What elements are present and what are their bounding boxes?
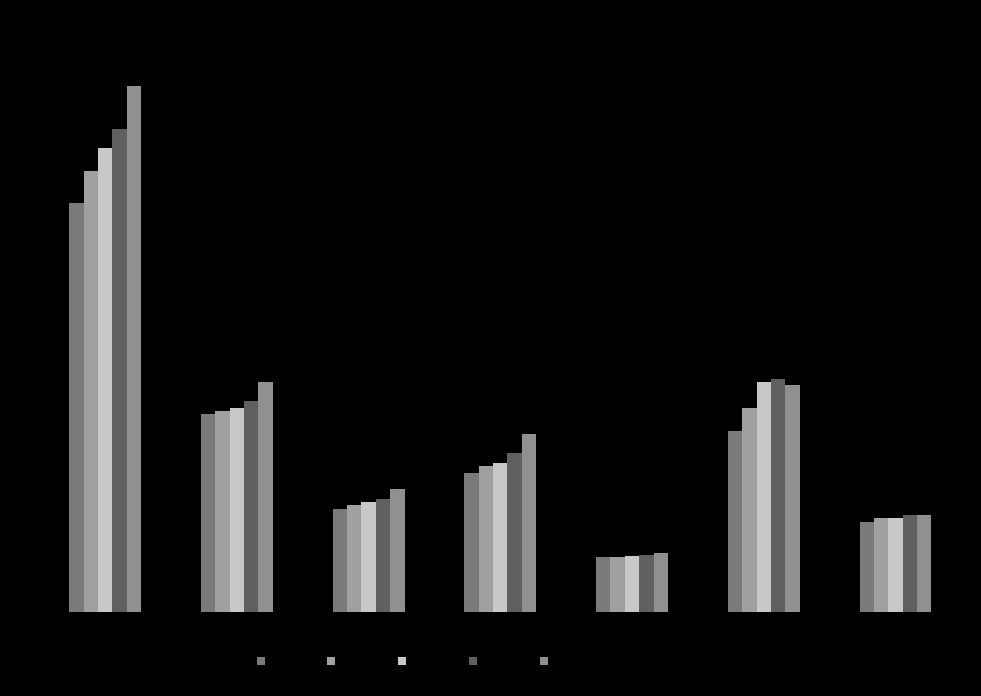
Bar [215,411,230,612]
Bar [347,505,361,612]
Bar [112,129,127,612]
Bar [464,473,479,612]
Bar [522,434,537,612]
Bar [244,402,258,612]
Bar [127,86,141,612]
Bar [98,148,112,612]
Bar [917,515,931,612]
Bar [376,499,390,612]
Bar [258,382,273,612]
Bar [903,515,917,612]
Bar [493,463,507,612]
Bar [728,431,743,612]
Bar [230,408,244,612]
Bar [786,385,800,612]
Bar [889,519,903,612]
Bar [610,557,625,612]
Bar [201,414,215,612]
Legend: 2019-20, 2020-21, 2021-22, 2022-23, 2023-24: 2019-20, 2020-21, 2021-22, 2022-23, 2023… [257,656,596,666]
Bar [743,408,756,612]
Bar [874,519,889,612]
Bar [859,521,874,612]
Bar [596,557,610,612]
Bar [771,379,786,612]
Bar [83,171,98,612]
Bar [333,509,347,612]
Bar [640,555,653,612]
Bar [361,502,376,612]
Bar [625,556,640,612]
Bar [70,203,83,612]
Bar [390,489,404,612]
Bar [653,553,668,612]
Bar [479,466,493,612]
Bar [756,382,771,612]
Bar [507,453,522,612]
